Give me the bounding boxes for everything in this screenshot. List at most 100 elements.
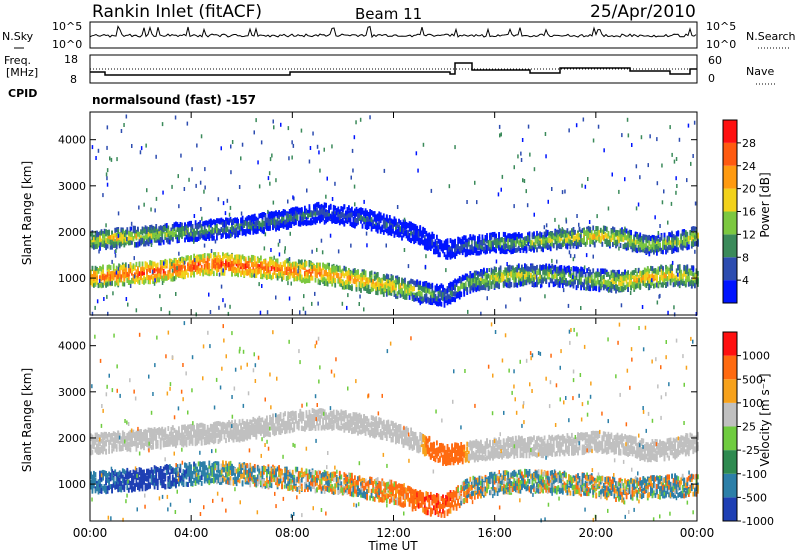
power-cell (431, 234, 434, 240)
power-cell (525, 265, 528, 271)
power-cell (568, 267, 570, 273)
power-cell (91, 280, 94, 285)
power-cell (510, 234, 513, 239)
power-cell (429, 242, 432, 248)
power-cell (338, 281, 341, 287)
power-cell (206, 260, 209, 266)
power-cell (469, 286, 472, 292)
power-cell (665, 273, 667, 279)
nsky-trace (89, 25, 697, 39)
power-cell (684, 273, 687, 279)
power-cell (548, 274, 551, 280)
beam-label: Beam 11 (355, 5, 422, 23)
power-cell (384, 281, 387, 287)
power-cell (357, 273, 359, 279)
power-cell (149, 279, 151, 284)
power-cell (370, 217, 373, 223)
cpid-label: CPID (8, 87, 37, 100)
power-cell (178, 234, 180, 240)
power-cell (156, 267, 159, 273)
power-cell (100, 266, 103, 272)
power-cell (414, 226, 417, 231)
power-cell (616, 276, 619, 282)
power-cell (302, 211, 305, 217)
power-cell (223, 225, 226, 231)
power-cell (302, 262, 305, 268)
power-cell (241, 230, 244, 236)
power-cell (114, 272, 117, 278)
power-cell (398, 280, 400, 286)
power-cell (300, 274, 303, 280)
power-cell (483, 246, 485, 252)
power-cell (401, 235, 403, 241)
power-cell (296, 207, 299, 213)
power-cell (143, 279, 145, 285)
power-cell (190, 255, 192, 261)
power-cell (525, 272, 528, 278)
power-cell (340, 206, 343, 212)
power-cell (220, 233, 223, 239)
power-cell (448, 287, 450, 292)
power-cell (200, 233, 203, 239)
power-cell (297, 220, 300, 226)
power-cell (467, 278, 470, 284)
power-cell (102, 264, 104, 270)
power-cell (357, 218, 359, 224)
power-cell (319, 266, 321, 272)
power-cell (498, 240, 500, 246)
power-cell (106, 281, 109, 287)
power-cell (290, 221, 293, 227)
power-cell (463, 241, 466, 247)
power-cell (448, 247, 450, 253)
power-cell (599, 276, 602, 282)
power-cell (138, 271, 141, 277)
power-cell (607, 282, 610, 288)
power-cell (238, 258, 241, 264)
power-cell (522, 247, 525, 253)
power-cell (137, 268, 139, 274)
power-cell (102, 282, 104, 288)
power-cell (557, 266, 560, 272)
power-cell (536, 247, 538, 253)
power-cell (467, 241, 470, 247)
power-cell (182, 226, 185, 231)
power-cell (388, 217, 391, 223)
power-cell (516, 234, 519, 240)
power-cell (278, 214, 280, 220)
power-cell (222, 232, 224, 238)
power-cell (375, 223, 378, 229)
power-cell (508, 244, 511, 250)
power-cell (434, 299, 437, 305)
power-cell (557, 282, 560, 288)
power-cell (416, 291, 419, 297)
power-cell (335, 218, 338, 224)
power-cell (187, 232, 189, 238)
power-cell (502, 238, 505, 244)
power-cell (170, 227, 173, 233)
power-cell (150, 274, 153, 280)
power-cell (184, 231, 186, 237)
power-cell (168, 258, 171, 264)
power-cell (643, 277, 646, 283)
power-cell (223, 222, 226, 228)
power-cell (543, 243, 546, 249)
power-cell (498, 277, 500, 283)
power-cell (253, 228, 256, 234)
power-cell (595, 286, 598, 292)
power-cell (196, 236, 198, 242)
power-cell (552, 235, 555, 241)
power-cell (580, 276, 582, 282)
power-cell (351, 286, 353, 292)
power-cell (275, 273, 277, 279)
power-cell (480, 240, 482, 245)
power-cell (370, 222, 373, 228)
power-cell (202, 258, 205, 264)
power-cell (416, 227, 419, 233)
nsky-right-tick-bottom: 10^0 (706, 38, 736, 51)
power-cell (367, 216, 370, 222)
power-cell (425, 293, 428, 299)
power-cell (546, 271, 549, 277)
power-cell (516, 267, 519, 273)
power-cell (323, 281, 326, 286)
power-cell (517, 263, 520, 269)
